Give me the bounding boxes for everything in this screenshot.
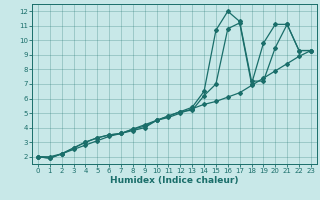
X-axis label: Humidex (Indice chaleur): Humidex (Indice chaleur): [110, 176, 239, 185]
